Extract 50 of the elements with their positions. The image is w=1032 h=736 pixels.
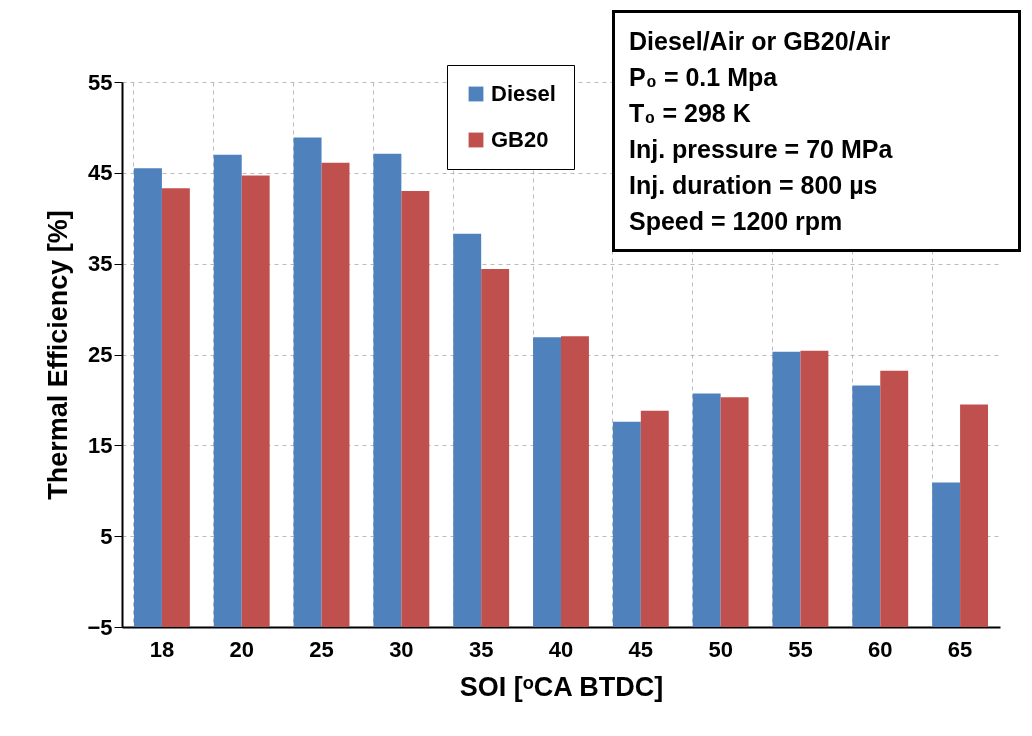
y-tick-label: 45 bbox=[88, 160, 113, 186]
bar bbox=[481, 269, 510, 627]
y-tick-label: 15 bbox=[88, 432, 113, 458]
bar bbox=[720, 397, 749, 627]
bar bbox=[373, 153, 402, 627]
x-tick-label: 55 bbox=[788, 636, 813, 662]
x-axis-title: SOI [ᵒCA BTDC] bbox=[459, 671, 664, 702]
y-tick-label: 35 bbox=[88, 251, 113, 277]
y-tick-label: 5 bbox=[100, 523, 113, 549]
bar bbox=[932, 482, 961, 627]
bar bbox=[293, 137, 322, 627]
x-tick-label: 20 bbox=[229, 636, 254, 662]
annotation: Inj. duration = 800 µs bbox=[629, 170, 879, 201]
bar bbox=[640, 410, 669, 627]
x-tick-label: 25 bbox=[309, 636, 334, 662]
bar bbox=[800, 350, 829, 627]
x-tick-label: 40 bbox=[548, 636, 574, 662]
bar bbox=[321, 162, 350, 627]
y-axis-title: Thermal Efficiency [%] bbox=[43, 210, 74, 500]
bar bbox=[401, 191, 430, 627]
annotation: P₀ = 0.1 Mpa bbox=[629, 62, 779, 93]
x-tick-label: 30 bbox=[389, 636, 414, 662]
legend-label: Diesel bbox=[491, 81, 556, 106]
bar bbox=[533, 337, 561, 627]
bar bbox=[161, 188, 190, 627]
y-tick-label: −5 bbox=[87, 614, 113, 640]
bar bbox=[612, 421, 641, 627]
bar bbox=[133, 168, 162, 627]
x-tick-label: 65 bbox=[947, 636, 973, 662]
text: Diesel/Air or GB20/Air bbox=[629, 27, 891, 55]
x-tick-label: 35 bbox=[468, 636, 494, 662]
bar bbox=[960, 404, 989, 627]
legend-label: GB20 bbox=[491, 127, 549, 152]
annotation: Speed = 1200 rpm bbox=[629, 206, 844, 237]
x-tick-label: 60 bbox=[868, 636, 893, 662]
bar bbox=[692, 393, 721, 627]
annotation: T₀ = 298 K bbox=[629, 98, 752, 129]
bar bbox=[241, 175, 270, 627]
bar bbox=[880, 370, 909, 627]
bar bbox=[561, 336, 589, 627]
bar bbox=[453, 233, 482, 627]
x-tick-label: 18 bbox=[149, 636, 175, 662]
annotation: Inj. pressure = 70 MPa bbox=[629, 134, 894, 165]
bar bbox=[852, 385, 881, 627]
bar bbox=[213, 154, 242, 627]
bar bbox=[772, 351, 801, 627]
y-tick-label: 55 bbox=[88, 69, 113, 95]
x-tick-label: 45 bbox=[628, 636, 654, 662]
x-tick-label: 50 bbox=[708, 636, 733, 662]
y-tick-label: 25 bbox=[88, 342, 113, 367]
